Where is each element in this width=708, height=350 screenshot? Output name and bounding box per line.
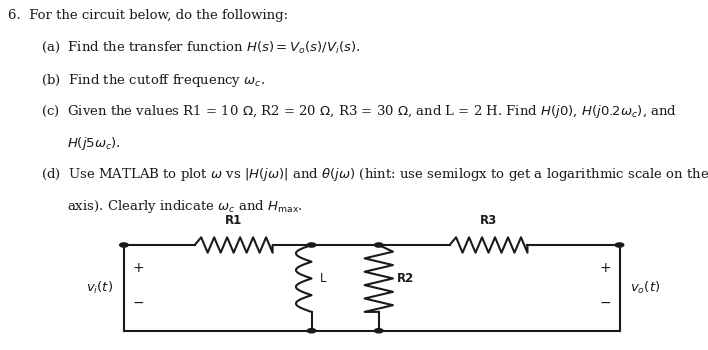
Text: (c)  Given the values R1 = 10 $\Omega$, R2 = 20 $\Omega$, R3 = 30 $\Omega$, and : (c) Given the values R1 = 10 $\Omega$, R…: [41, 103, 677, 120]
Text: +: +: [600, 261, 611, 275]
Text: $H(j5\omega_c)$.: $H(j5\omega_c)$.: [67, 135, 121, 152]
Text: axis). Clearly indicate $\omega_c$ and $H_{\mathrm{max}}$.: axis). Clearly indicate $\omega_c$ and $…: [67, 198, 303, 215]
Circle shape: [120, 243, 128, 247]
Text: $v_o(t)$: $v_o(t)$: [630, 280, 661, 296]
Text: R1: R1: [225, 215, 242, 228]
Circle shape: [375, 243, 383, 247]
Text: −: −: [600, 296, 611, 310]
Circle shape: [307, 329, 316, 333]
Text: R3: R3: [480, 215, 497, 228]
Circle shape: [615, 243, 624, 247]
Text: (a)  Find the transfer function $H(s) = V_o(s)/V_i(s)$.: (a) Find the transfer function $H(s) = V…: [41, 40, 360, 55]
Text: L: L: [320, 272, 326, 285]
Text: 6.  For the circuit below, do the following:: 6. For the circuit below, do the followi…: [8, 9, 289, 22]
Circle shape: [375, 329, 383, 333]
Text: +: +: [132, 261, 144, 275]
Text: $v_i(t)$: $v_i(t)$: [86, 280, 113, 296]
Text: R2: R2: [396, 272, 413, 285]
Text: (d)  Use MATLAB to plot $\omega$ vs $|H(j\omega)|$ and $\theta(j\omega)$ (hint: : (d) Use MATLAB to plot $\omega$ vs $|H(j…: [41, 166, 708, 183]
Circle shape: [307, 243, 316, 247]
Text: (b)  Find the cutoff frequency $\omega_c$.: (b) Find the cutoff frequency $\omega_c$…: [41, 72, 266, 89]
Text: −: −: [132, 296, 144, 310]
